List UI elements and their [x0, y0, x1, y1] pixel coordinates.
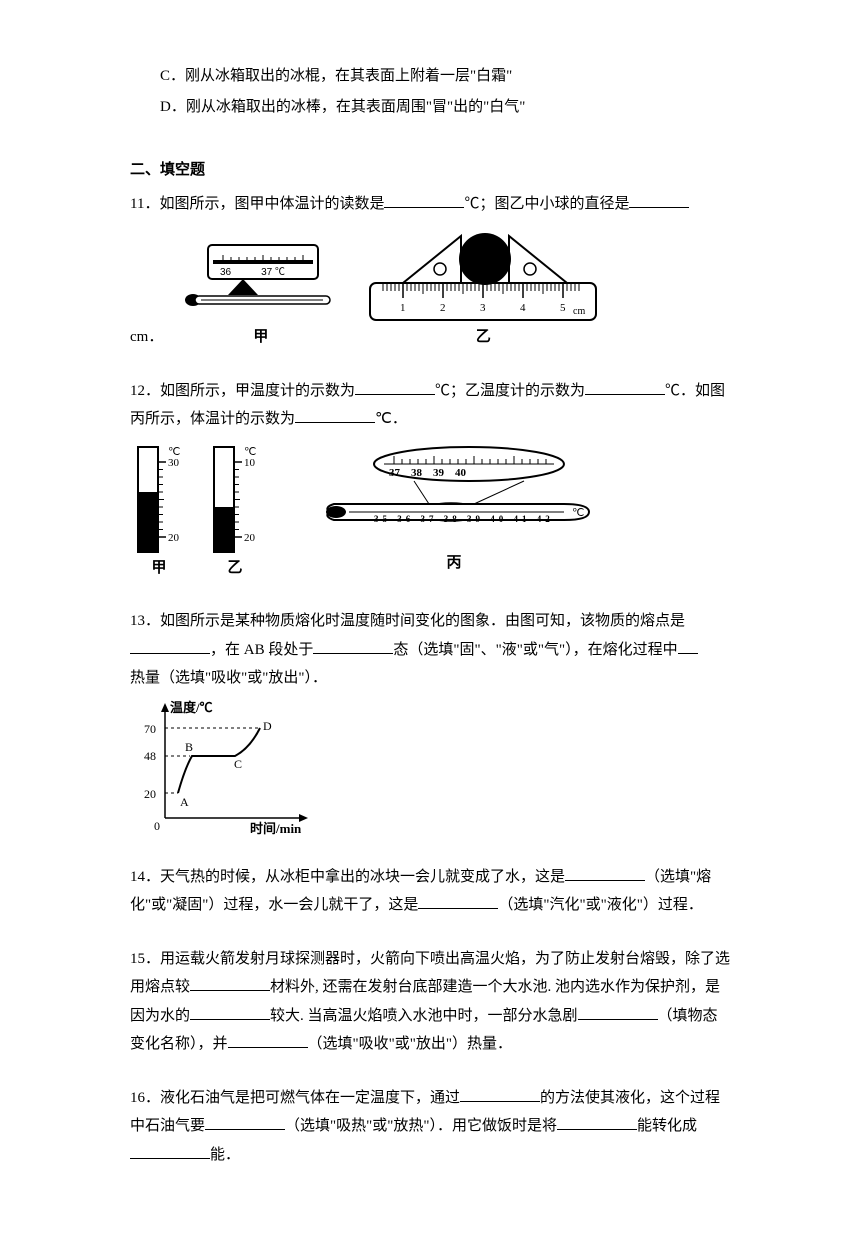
ruler-4: 4	[520, 302, 526, 314]
q12-blank-2[interactable]	[585, 379, 665, 395]
q11-svg-jia: 36 37 ℃	[183, 243, 338, 323]
q11-text-a: 11．如图所示，图甲中体温计的读数是	[130, 196, 384, 212]
q16-text-c: （选填"吸热"或"放热"）．用它做饭时是将	[285, 1118, 557, 1134]
q14-text-c: （选填"汽化"或"液化"）过程．	[498, 897, 703, 913]
q12-svg-yi: ℃ 10 20	[206, 444, 264, 554]
q13-svg: 温度/℃ 时间/min 70 48 20 0 A B C D	[130, 698, 320, 838]
q12-figure-row: ℃ 30 20 甲 ℃ 10 20 乙	[130, 444, 730, 583]
q13-text-d: 热量（选填"吸收"或"放出"）．	[130, 670, 327, 686]
q12-body-scale: 35 36 37 38 39 40 41 42	[374, 514, 554, 524]
section-2-title: 二、填空题	[130, 156, 730, 185]
q15-blank-3[interactable]	[578, 1004, 658, 1020]
q12-jia-30: 30	[168, 457, 180, 469]
q13-y70: 70	[144, 722, 156, 736]
q11-figure-yi: 1 2 3 4 5 cm 乙	[368, 228, 598, 352]
ruler-unit: cm	[573, 306, 585, 317]
q13-y0: 0	[154, 819, 160, 833]
q12-yi-10: 10	[244, 457, 256, 469]
q11-text-b: ℃；图乙中小球的直径是	[464, 196, 629, 212]
q12-svg-jia: ℃ 30 20	[130, 444, 188, 554]
q13-pB: B	[185, 740, 193, 754]
q12-blank-1[interactable]	[355, 379, 435, 395]
q12-zoom-scale: 37 38 39 40	[389, 467, 466, 479]
q16-blank-1[interactable]	[460, 1086, 540, 1102]
q13-blank-2[interactable]	[313, 638, 393, 654]
q12-fig-yi: ℃ 10 20 乙	[206, 444, 264, 583]
q13-ylabel: 温度/℃	[170, 700, 213, 715]
q14-blank-1[interactable]	[565, 865, 645, 881]
q15-blank-2[interactable]	[190, 1004, 270, 1020]
q12-text-d: ℃．	[375, 411, 407, 427]
q12-fig-bing: 37 38 39 40 35 36 37 38 39 40 41 42 ℃ 丙	[314, 444, 594, 578]
q11-label-jia: 甲	[253, 323, 268, 352]
ruler-3: 3	[480, 302, 486, 314]
question-12: 12．如图所示，甲温度计的示数为℃；乙温度计的示数为℃．如图丙所示，体温计的示数…	[130, 377, 730, 434]
question-13: 13．如图所示是某种物质熔化时温度随时间变化的图象．由图可知，该物质的熔点是 ，在…	[130, 607, 730, 693]
q13-pD: D	[263, 719, 272, 733]
q12-yi-20: 20	[244, 532, 256, 544]
q14-blank-2[interactable]	[418, 893, 498, 909]
q16-blank-2[interactable]	[205, 1114, 285, 1130]
q13-text-a: 13．如图所示是某种物质熔化时温度随时间变化的图象．由图可知，该物质的熔点是	[130, 613, 685, 629]
q13-pC: C	[234, 757, 242, 771]
q12-label-yi: 乙	[227, 554, 242, 583]
q11-figure-row: cm． 36 37 ℃ 甲	[130, 228, 730, 352]
q15-blank-4[interactable]	[228, 1032, 308, 1048]
q16-text-d: 能转化成	[637, 1118, 697, 1134]
q11-thermo-scale: 36 37 ℃	[220, 267, 285, 278]
q11-svg-yi: 1 2 3 4 5 cm	[368, 228, 598, 323]
q11-blank-1[interactable]	[384, 192, 464, 208]
q12-blank-3[interactable]	[295, 407, 375, 423]
q12-fig-jia: ℃ 30 20 甲	[130, 444, 188, 583]
q16-text-e: 能．	[210, 1147, 240, 1163]
q11-text-c: cm．	[130, 323, 163, 352]
q11-label-yi: 乙	[476, 323, 491, 352]
q12-body-c: ℃	[572, 507, 584, 519]
q11-blank-2[interactable]	[629, 192, 689, 208]
q12-jia-20: 20	[168, 532, 180, 544]
q13-text-c: 态（选填"固"、"液"或"气"），在熔化过程中	[393, 642, 677, 658]
ruler-1: 1	[400, 302, 406, 314]
q16-text-a: 16．液化石油气是把可燃气体在一定温度下，通过	[130, 1090, 460, 1106]
q13-pA: A	[180, 795, 189, 809]
option-d: D．刚从冰箱取出的冰棒，在其表面周围"冒"出的"白气"	[130, 93, 730, 122]
q12-text-b: ℃；乙温度计的示数为	[435, 383, 585, 399]
q15-text-e: （选填"吸收"或"放出"）热量．	[308, 1036, 513, 1052]
q13-y20: 20	[144, 787, 156, 801]
ruler-2: 2	[440, 302, 446, 314]
q13-figure: 温度/℃ 时间/min 70 48 20 0 A B C D	[130, 698, 730, 838]
q12-label-jia: 甲	[151, 554, 166, 583]
q15-blank-1[interactable]	[190, 975, 270, 991]
question-15: 15．用运载火箭发射月球探测器时，火箭向下喷出高温火焰，为了防止发射台熔毁，除了…	[130, 945, 730, 1059]
q14-text-a: 14．天气热的时候，从冰柜中拿出的冰块一会儿就变成了水，这是	[130, 869, 565, 885]
question-16: 16．液化石油气是把可燃气体在一定温度下，通过的方法使其液化，这个过程中石油气要…	[130, 1084, 730, 1170]
q12-text-a: 12．如图所示，甲温度计的示数为	[130, 383, 355, 399]
q13-blank-3[interactable]	[678, 638, 698, 654]
q16-blank-4[interactable]	[130, 1143, 210, 1159]
question-14: 14．天气热的时候，从冰柜中拿出的冰块一会儿就变成了水，这是（选填"熔化"或"凝…	[130, 863, 730, 920]
option-c: C．刚从冰箱取出的冰棍，在其表面上附着一层"白霜"	[130, 62, 730, 91]
q13-xlabel: 时间/min	[250, 821, 302, 836]
q15-text-c: 较大. 当高温火焰喷入水池中时，一部分水急剧	[270, 1008, 578, 1024]
q16-blank-3[interactable]	[557, 1114, 637, 1130]
q12-svg-bing: 37 38 39 40 35 36 37 38 39 40 41 42 ℃	[314, 444, 594, 549]
q13-text-b: ，在 AB 段处于	[210, 642, 313, 658]
q13-y48: 48	[144, 749, 156, 763]
q13-blank-1[interactable]	[130, 638, 210, 654]
q12-label-bing: 丙	[446, 549, 461, 578]
ruler-5: 5	[560, 302, 566, 314]
q11-figure-jia: 36 37 ℃ 甲	[183, 243, 338, 352]
question-11: 11．如图所示，图甲中体温计的读数是 ℃；图乙中小球的直径是	[130, 190, 730, 219]
